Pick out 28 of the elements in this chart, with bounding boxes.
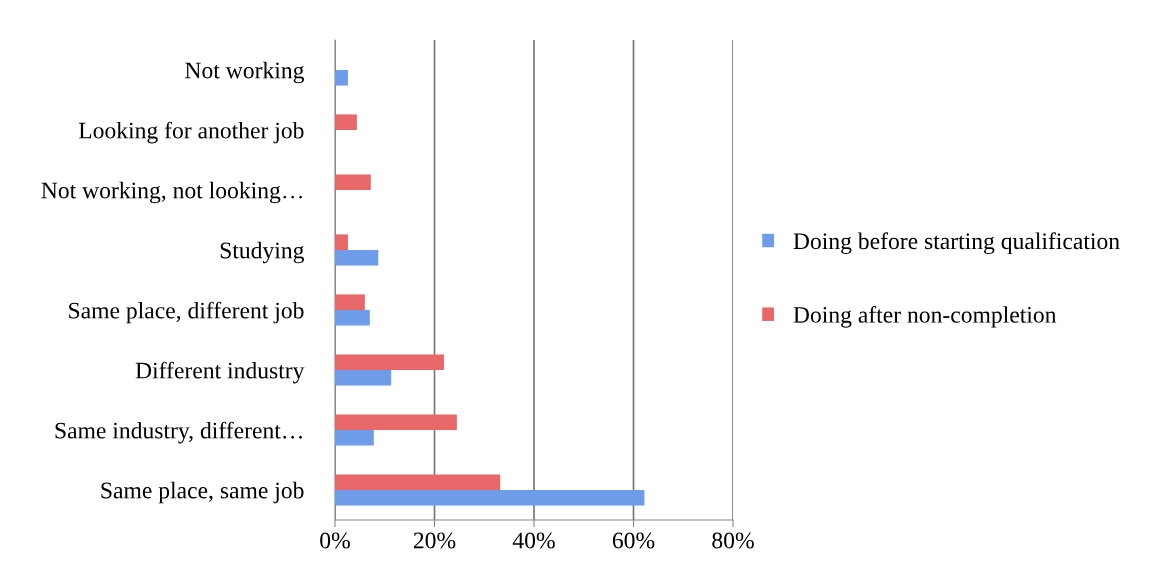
bar xyxy=(335,354,444,370)
legend-label: Doing before starting qualification xyxy=(793,232,1120,255)
x-tick-label: 80% xyxy=(712,532,754,549)
bar xyxy=(335,114,357,130)
bar xyxy=(335,370,392,386)
x-tick-label: 60% xyxy=(612,532,655,549)
bar xyxy=(335,174,371,190)
y-tick-label: Looking for another job xyxy=(78,121,304,144)
bar xyxy=(335,430,374,446)
bar xyxy=(335,234,348,250)
y-tick-label: Different industry xyxy=(135,361,305,384)
x-tick-label: 20% xyxy=(413,532,456,549)
bar xyxy=(335,490,645,506)
bar xyxy=(335,474,501,490)
y-tick-label: Same industry, different… xyxy=(55,421,302,444)
y-tick-label: Same place, same job xyxy=(101,481,304,504)
bar xyxy=(335,310,370,326)
y-tick-label: Same place, different job xyxy=(69,301,304,324)
bar xyxy=(335,294,365,310)
bar xyxy=(335,250,379,266)
bar xyxy=(335,414,457,430)
y-tick-label: Not working, not looking… xyxy=(41,181,302,204)
legend-label: Doing after non-completion xyxy=(793,305,1057,328)
bar xyxy=(335,70,348,86)
y-tick-label: Studying xyxy=(220,241,304,264)
x-tick-label: 40% xyxy=(512,532,555,549)
x-tick-label: 0% xyxy=(320,532,350,549)
y-tick-label: Not working xyxy=(185,61,304,84)
